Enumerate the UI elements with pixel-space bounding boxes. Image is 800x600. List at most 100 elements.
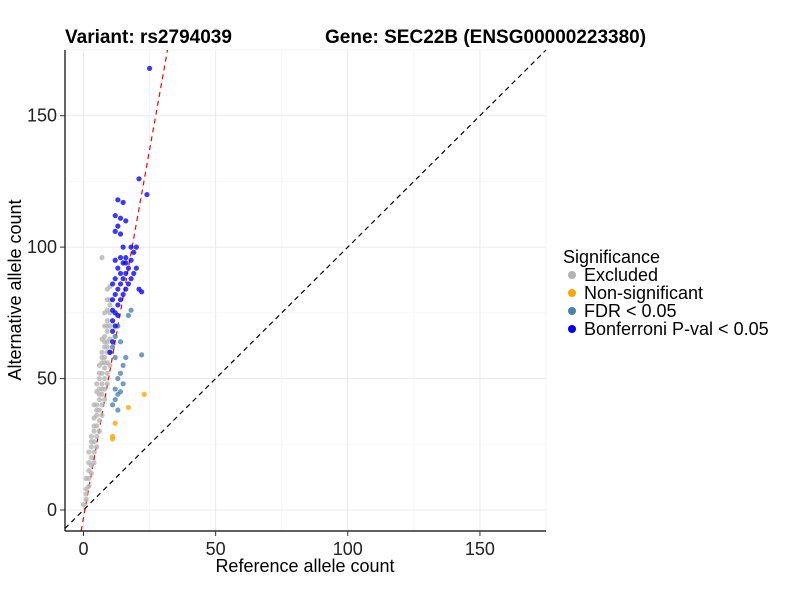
x-tick-label: 150 xyxy=(465,539,495,559)
x-tick-label: 0 xyxy=(78,539,88,559)
data-point xyxy=(99,381,105,387)
data-point xyxy=(83,496,89,503)
data-point xyxy=(112,354,118,361)
data-point xyxy=(107,349,113,355)
data-point xyxy=(99,349,105,355)
legend-key xyxy=(568,325,576,333)
series-0 xyxy=(80,255,113,508)
x-tick-label: 50 xyxy=(206,539,226,559)
legend-label: Excluded xyxy=(584,265,658,285)
data-point xyxy=(112,228,118,234)
data-point xyxy=(86,483,92,489)
data-point xyxy=(128,276,134,282)
data-point xyxy=(83,491,89,497)
data-point xyxy=(102,333,108,340)
data-point xyxy=(91,402,97,408)
data-point xyxy=(112,333,118,340)
x-axis-title: Reference allele count xyxy=(215,556,394,576)
legend: Significance ExcludedNon-significantFDR … xyxy=(563,247,769,339)
series-2 xyxy=(109,307,145,413)
legend-key xyxy=(568,289,576,297)
data-point xyxy=(141,391,147,397)
y-tick-label: 50 xyxy=(37,369,57,389)
data-point xyxy=(104,328,110,334)
data-point xyxy=(112,396,118,403)
data-point xyxy=(115,407,121,413)
data-point xyxy=(115,312,121,319)
data-point xyxy=(91,423,97,429)
data-point xyxy=(123,260,129,266)
data-point xyxy=(120,362,126,369)
data-point xyxy=(120,244,126,250)
data-point xyxy=(94,412,100,418)
data-point xyxy=(104,381,110,387)
data-point xyxy=(88,470,95,476)
data-point xyxy=(144,191,150,198)
data-point xyxy=(125,404,132,411)
data-point xyxy=(112,386,118,392)
data-point xyxy=(117,231,124,237)
data-point xyxy=(128,307,134,313)
data-point xyxy=(112,323,118,329)
axis-ticks: 0 50 100 150 0 50 100 150 xyxy=(27,106,495,559)
data-point xyxy=(99,402,105,408)
data-point xyxy=(139,352,145,358)
data-point xyxy=(120,381,126,387)
data-point xyxy=(120,199,126,206)
data-point xyxy=(102,365,108,371)
data-point xyxy=(117,389,124,395)
data-point xyxy=(117,370,124,376)
data-point xyxy=(88,462,95,468)
grid xyxy=(65,49,547,531)
data-point xyxy=(125,312,132,319)
data-point xyxy=(115,265,121,271)
data-point xyxy=(115,197,121,203)
data-point xyxy=(112,291,118,298)
data-point xyxy=(131,270,137,277)
data-point xyxy=(96,428,102,434)
data-point xyxy=(112,212,118,219)
data-point xyxy=(102,339,108,345)
data-point xyxy=(104,323,110,329)
data-point xyxy=(94,444,100,450)
data-point xyxy=(94,381,100,387)
data-point xyxy=(117,270,124,277)
data-point xyxy=(120,276,126,282)
legend-title: Significance xyxy=(563,247,660,267)
data-point xyxy=(123,286,129,292)
data-point xyxy=(117,339,124,345)
data-point xyxy=(146,65,153,71)
data-point xyxy=(96,370,102,376)
legend-label: FDR < 0.05 xyxy=(584,301,677,321)
data-point xyxy=(96,418,102,424)
data-point xyxy=(117,297,124,303)
data-point xyxy=(102,396,108,403)
data-point xyxy=(109,344,116,350)
data-point xyxy=(136,176,142,182)
data-point xyxy=(125,265,132,271)
data-point xyxy=(109,318,116,324)
legend-label: Non-significant xyxy=(584,283,703,303)
data-point xyxy=(117,255,124,261)
data-point xyxy=(123,218,129,224)
data-point xyxy=(131,249,137,255)
data-point xyxy=(123,255,129,261)
y-axis-title: Alternative allele count xyxy=(5,199,25,380)
legend-label: Bonferroni P-val < 0.05 xyxy=(584,319,769,339)
data-point xyxy=(94,407,100,413)
data-point xyxy=(86,475,92,482)
data-point xyxy=(94,433,100,439)
data-point xyxy=(102,375,108,382)
data-point xyxy=(117,281,124,287)
data-point xyxy=(96,396,102,403)
data-point xyxy=(109,402,116,408)
data-point xyxy=(88,433,95,439)
series-3 xyxy=(107,65,153,355)
data-point xyxy=(123,270,129,277)
data-point xyxy=(109,328,116,334)
data-point xyxy=(115,375,121,382)
data-point xyxy=(102,360,108,366)
y-tick-label: 0 xyxy=(47,500,57,520)
data-point xyxy=(91,428,97,434)
